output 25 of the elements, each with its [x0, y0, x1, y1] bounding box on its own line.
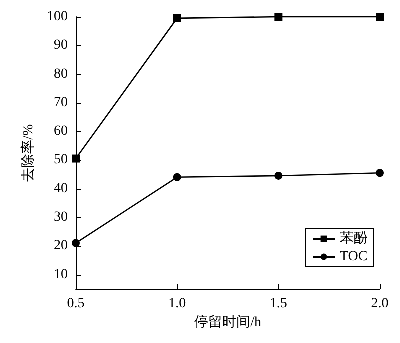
point — [274, 13, 283, 21]
x-tick-label: 1.5 — [270, 296, 288, 312]
point — [173, 173, 182, 182]
y-tick-label: 10 — [54, 267, 68, 282]
legend-label: 苯酚 — [340, 230, 368, 246]
y-tick-label: 80 — [54, 66, 68, 82]
point — [173, 14, 182, 22]
point — [72, 239, 80, 248]
point — [274, 172, 283, 180]
point — [376, 169, 384, 178]
y-tick-label: 40 — [54, 181, 68, 196]
y-tick-label: 100 — [47, 10, 68, 24]
legend-label: TOC — [340, 250, 368, 264]
y-tick-label: 20 — [54, 238, 68, 254]
x-tick-label: 2.0 — [371, 296, 389, 312]
y-tick-label: 50 — [54, 152, 68, 168]
y-axis-title: 去除率/% — [20, 124, 37, 182]
y-tick-label: 70 — [54, 95, 68, 110]
y-tick-label: 90 — [54, 38, 68, 54]
x-tick-label: 0.5 — [67, 296, 85, 312]
point — [376, 13, 384, 21]
x-axis-title: 停留时间/h — [194, 314, 262, 330]
y-tick-label: 30 — [54, 210, 68, 225]
y-tick-label: 60 — [54, 124, 68, 140]
x-tick-label: 1.0 — [168, 296, 186, 312]
